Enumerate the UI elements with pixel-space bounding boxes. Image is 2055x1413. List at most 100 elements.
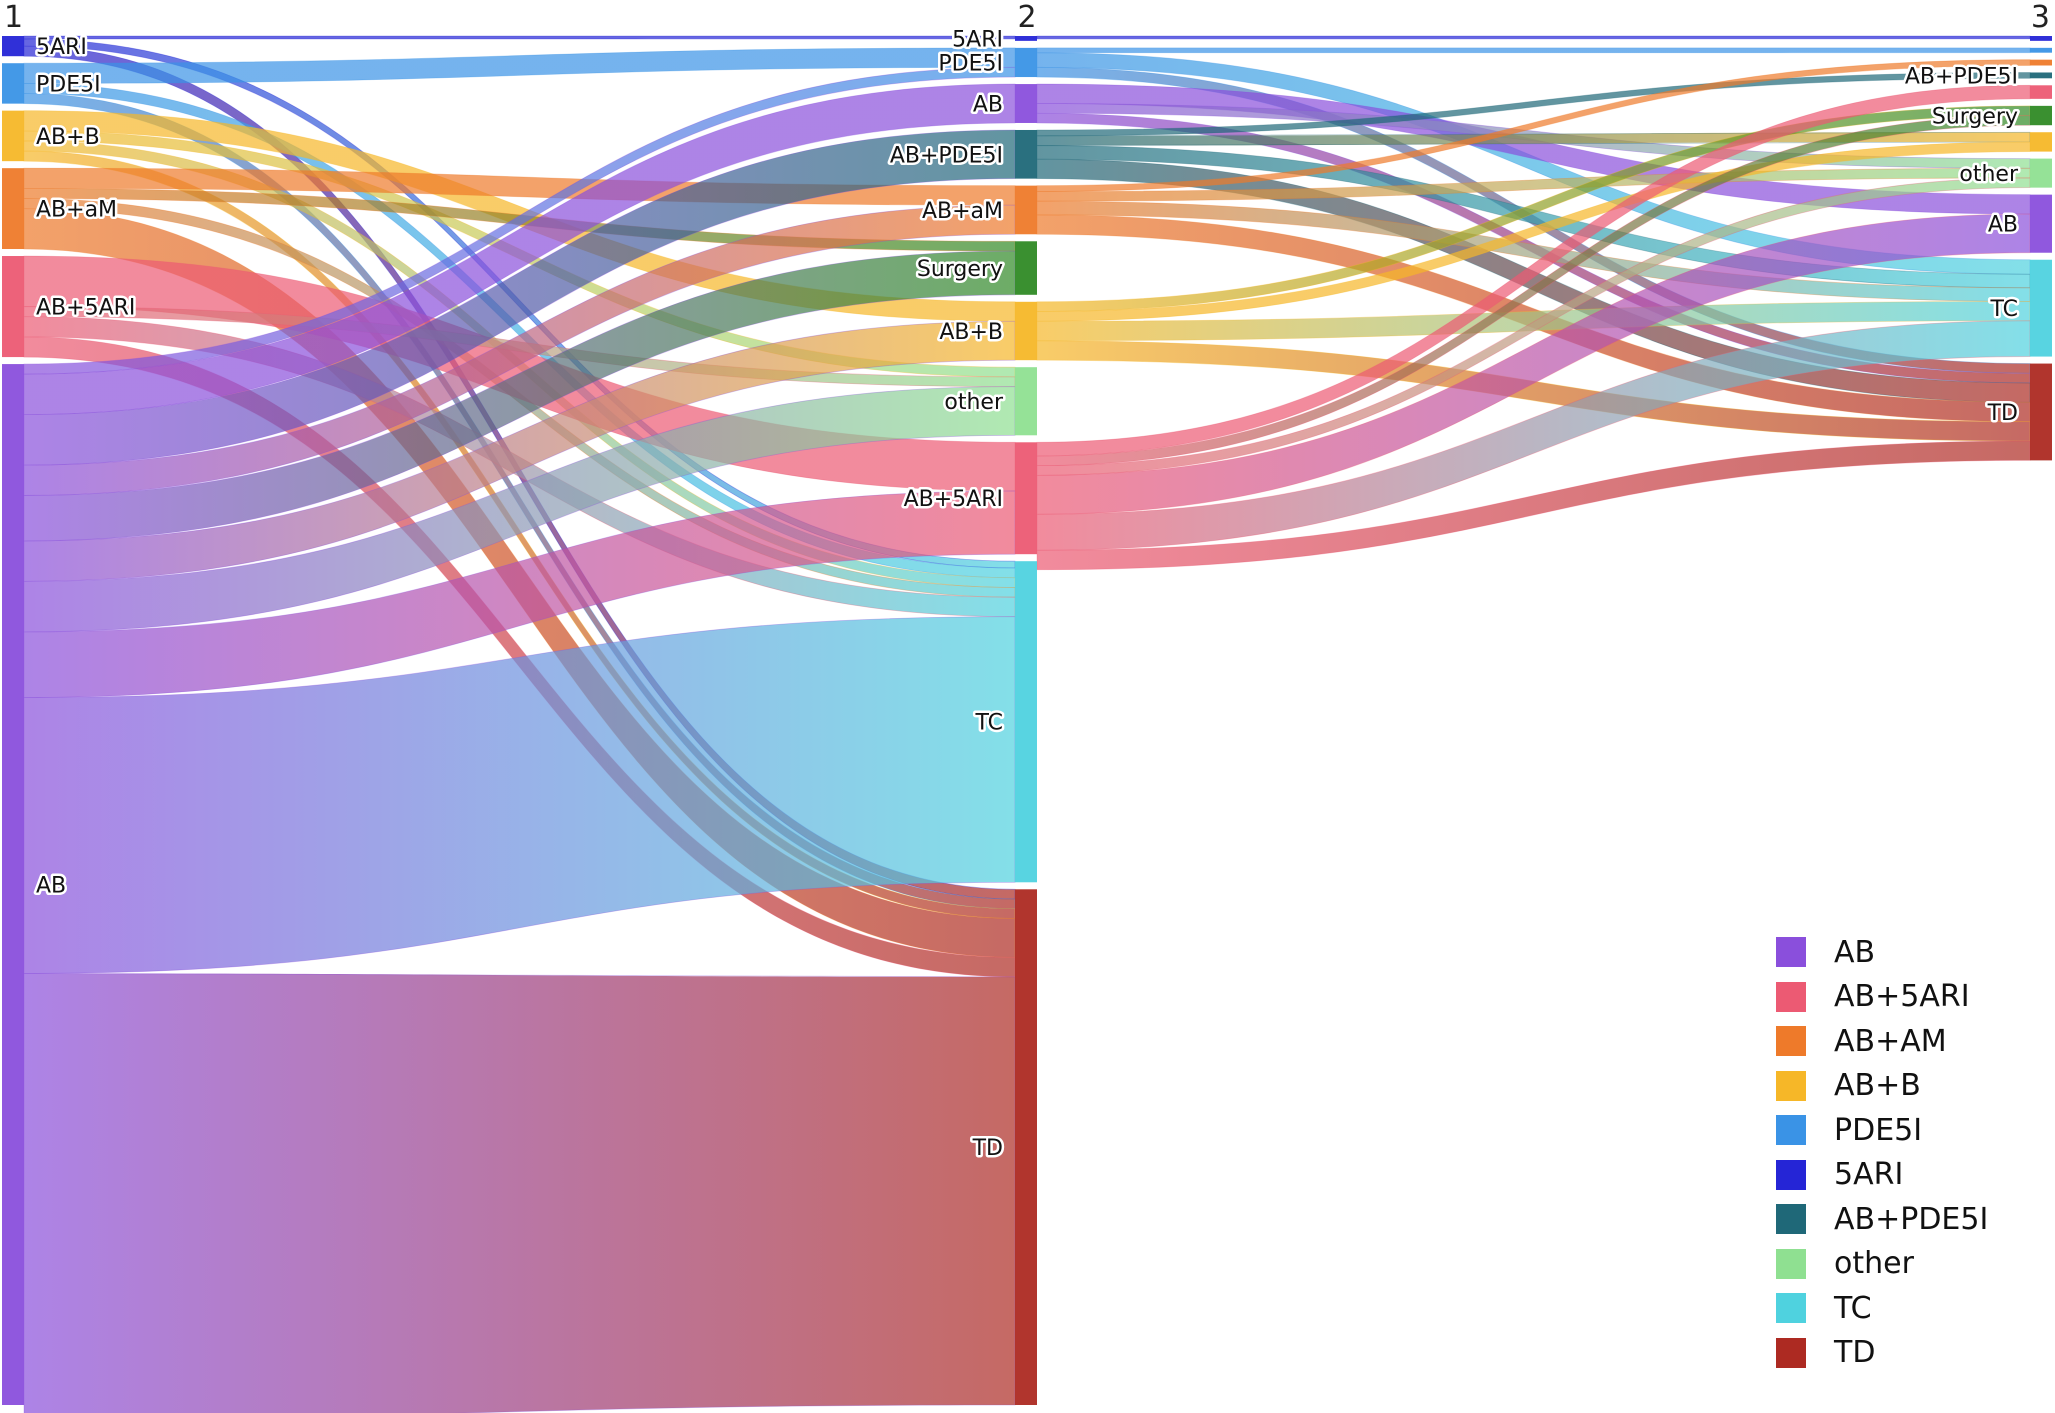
node-3-ab-plus-am (2030, 59, 2052, 66)
node-label-2-ab-plus-b: AB+B (939, 320, 1003, 345)
legend-label: TD (1834, 1335, 1876, 1371)
node-label-2-pde5i: PDE5I (938, 51, 1003, 76)
legend-label: TC (1834, 1290, 1872, 1326)
node-1-5ari (2, 36, 24, 57)
legend-item-ab-plus-am: AB+AM (1776, 1019, 1988, 1064)
legend-swatch (1776, 1026, 1806, 1057)
legend-item-5ari: 5ARI (1776, 1153, 1988, 1198)
legend-item-ab-plus-5ari: AB+5ARI (1776, 975, 1988, 1020)
stage-headers: 1 2 3 (4, 0, 2050, 35)
legend-item-other: other (1776, 1242, 1988, 1287)
node-label-1-ab: AB (36, 874, 66, 899)
legend-item-tc: TC (1776, 1286, 1988, 1331)
stage-label-3: 3 (2031, 0, 2050, 35)
flow-links (23, 35, 2031, 1413)
stage-label-2: 2 (1017, 0, 1036, 35)
flow-link-2-ab-plus-5ari-to-3-surgery (1036, 115, 2031, 467)
legend-label: other (1834, 1246, 1914, 1282)
node-2-pde5i (1015, 47, 1037, 78)
flow-link-1-ab-to-2-ab-plus-am (23, 204, 1016, 496)
legend-label: AB (1834, 934, 1876, 970)
legend-label: 5ARI (1834, 1157, 1904, 1193)
flow-link-1-ab-to-2-ab-plus-b (23, 320, 1016, 582)
node-label-1-5ari: 5ARI (36, 35, 87, 60)
legend-label: AB+AM (1834, 1023, 1947, 1059)
flow-link-1-ab-to-2-td (23, 973, 1016, 1413)
node-labels: 5ARIPDE5IAB+BAB+aMAB+5ARIAB5ARIPDE5IABAB… (34, 25, 2022, 1164)
node-label-2-other: other (944, 390, 1004, 415)
node-2-ab-plus-am (1015, 185, 1037, 235)
node-1-ab-plus-5ari (2, 256, 24, 358)
legend-swatch (1776, 981, 1806, 1012)
legend-swatch (1776, 1248, 1806, 1279)
legend-label: PDE5I (1834, 1112, 1923, 1148)
node-label-2-ab-plus-am: AB+aM (922, 199, 1003, 224)
node-1-pde5i (2, 63, 24, 104)
stage-label-1: 1 (4, 0, 23, 35)
node-2-tc (1015, 561, 1037, 883)
node-3-ab (2030, 194, 2052, 253)
node-3-td (2030, 363, 2052, 461)
node-3-ab-plus-b (2030, 132, 2052, 152)
legend-swatch (1776, 1337, 1806, 1368)
legend-item-ab-plus-pde5i: AB+PDE5I (1776, 1197, 1988, 1242)
legend-label: AB+5ARI (1834, 979, 1970, 1015)
node-label-1-pde5i: PDE5I (36, 72, 101, 97)
legend-label: AB+B (1834, 1068, 1921, 1104)
legend-item-ab-plus-b: AB+B (1776, 1064, 1988, 1109)
node-2-5ari (1015, 36, 1037, 41)
legend-swatch (1776, 1204, 1806, 1235)
node-label-3-ab: AB (1988, 213, 2018, 238)
stage-nodes (2, 36, 2052, 1406)
node-label-2-5ari: 5ARI (952, 27, 1003, 52)
flow-link-1-ab-to-2-pde5i (23, 66, 1016, 375)
node-label-2-ab-plus-pde5i: AB+PDE5I (890, 143, 1003, 168)
node-label-3-other: other (1959, 162, 2019, 187)
node-2-ab (1015, 84, 1037, 123)
node-2-ab-plus-b (1015, 301, 1037, 361)
node-1-ab (2, 364, 24, 1406)
flow-link-2-5ari-to-3-5ari (1036, 35, 2031, 40)
node-2-td (1015, 889, 1037, 1405)
node-3-other (2030, 158, 2052, 188)
node-2-ab-plus-5ari (1015, 442, 1037, 555)
flow-link-1-ab-to-2-ab (23, 83, 1016, 416)
legend: AB AB+5ARI AB+AM AB+B PDE5I 5ARI AB+PDE5I other… (1776, 930, 1988, 1375)
legend-item-pde5i: PDE5I (1776, 1108, 1988, 1153)
node-label-2-ab: AB (973, 93, 1003, 118)
flow-link-2-ab-plus-am-to-3-ab-plus-am (1036, 59, 2031, 192)
node-label-3-tc: TC (1989, 297, 2018, 322)
node-label-2-ab-plus-5ari: AB+5ARI (904, 487, 1003, 512)
node-label-3-surgery: Surgery (1932, 105, 2018, 130)
node-3-tc (2030, 259, 2052, 357)
node-1-ab-plus-b (2, 110, 24, 162)
node-label-2-td: TD (972, 1136, 1003, 1161)
node-3-pde5i (2030, 47, 2052, 53)
node-label-2-surgery: Surgery (917, 257, 1003, 282)
legend-label: AB+PDE5I (1834, 1201, 1989, 1237)
node-3-ab-plus-pde5i (2030, 72, 2052, 79)
node-3-ab-plus-5ari (2030, 85, 2052, 99)
node-label-1-ab-plus-am: AB+aM (36, 198, 117, 223)
legend-swatch (1776, 937, 1806, 968)
node-1-ab-plus-am (2, 168, 24, 250)
node-2-ab-plus-pde5i (1015, 129, 1037, 179)
node-3-surgery (2030, 105, 2052, 126)
flow-link-2-ab-plus-5ari-to-3-other (1036, 177, 2031, 476)
node-label-3-ab-plus-pde5i: AB+PDE5I (1905, 64, 2018, 89)
node-2-surgery (1015, 241, 1037, 295)
legend-item-td: TD (1776, 1331, 1988, 1376)
flow-link-2-pde5i-to-3-pde5i (1036, 47, 2031, 54)
flow-link-1-5ari-to-2-5ari (23, 35, 1016, 40)
legend-swatch (1776, 1293, 1806, 1324)
legend-item-ab: AB (1776, 930, 1988, 975)
legend-swatch (1776, 1115, 1806, 1146)
legend-swatch (1776, 1070, 1806, 1101)
node-label-1-ab-plus-5ari: AB+5ARI (36, 296, 135, 321)
node-label-3-td: TD (1987, 401, 2018, 426)
node-3-5ari (2030, 36, 2052, 41)
legend-swatch (1776, 1159, 1806, 1190)
node-2-other (1015, 367, 1037, 436)
node-label-2-tc: TC (974, 711, 1003, 736)
